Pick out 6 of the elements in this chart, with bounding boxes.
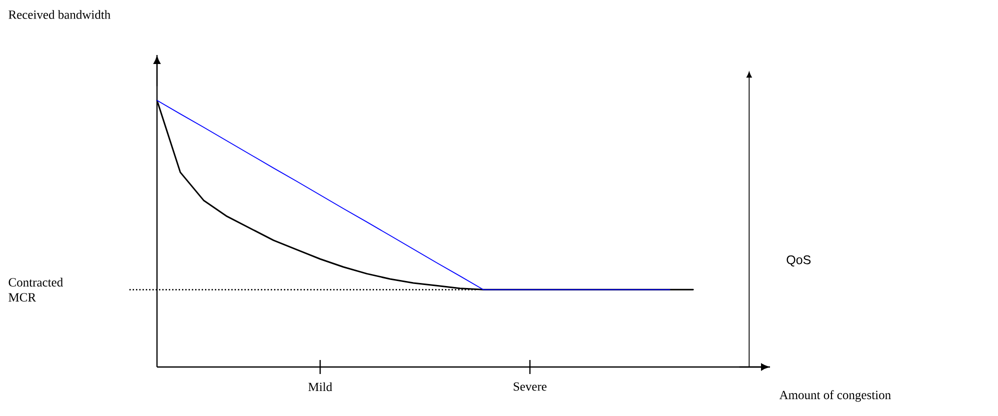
x-tick-label: Mild [308, 382, 332, 392]
x-axis-title: Amount of congestion [779, 390, 891, 402]
y2-axis-title: QoS [786, 255, 811, 266]
ref-line-label: Contracted MCR [8, 278, 63, 302]
text: Received bandwidth [8, 10, 110, 19]
x-tick-label: Severe [514, 382, 546, 391]
